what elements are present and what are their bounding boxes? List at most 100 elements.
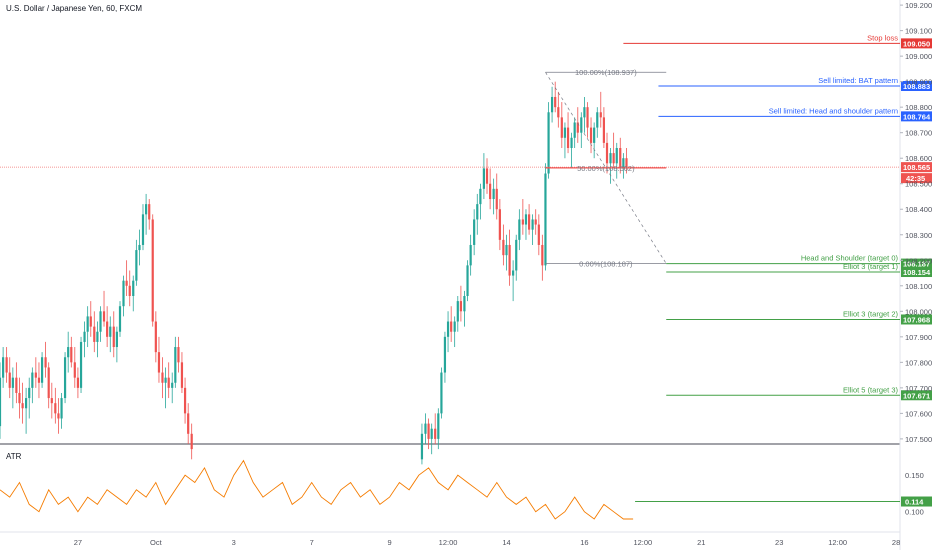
grid bbox=[0, 0, 901, 550]
x-tick-label: 7 bbox=[310, 538, 314, 547]
candle-body bbox=[453, 321, 456, 332]
level-price-label: 108.764 bbox=[903, 112, 931, 121]
x-tick-label: Oct bbox=[150, 538, 163, 547]
candle-body bbox=[547, 112, 550, 174]
x-tick-label: 23 bbox=[775, 538, 783, 547]
candle-body bbox=[112, 326, 115, 348]
candle-body bbox=[18, 392, 21, 404]
candle-body bbox=[157, 352, 161, 373]
fib-trend-line bbox=[545, 72, 667, 264]
candle-body bbox=[132, 280, 135, 296]
candle-body bbox=[440, 372, 443, 414]
candle-body bbox=[115, 331, 118, 348]
candle-body bbox=[187, 413, 190, 434]
x-tick-label: 27 bbox=[74, 538, 82, 547]
candle-body bbox=[456, 301, 459, 322]
fib-retracement: 100.00%(108.937) 50.00%(108.562) 0.00%(108… bbox=[545, 68, 667, 269]
y-tick-label: 108.600 bbox=[905, 154, 932, 163]
candle-body bbox=[63, 357, 67, 399]
candle-body bbox=[596, 112, 599, 128]
y-tick-label: 107.500 bbox=[905, 435, 932, 444]
candle-body bbox=[518, 219, 521, 240]
candle-body bbox=[495, 188, 498, 210]
candle-body bbox=[434, 428, 437, 439]
atr-line bbox=[0, 459, 634, 520]
candle-body bbox=[86, 316, 89, 332]
candle-body bbox=[466, 265, 469, 296]
candle-body bbox=[11, 377, 14, 388]
y-tick-label: 108.200 bbox=[905, 256, 932, 265]
candle-body bbox=[118, 306, 122, 332]
candle-body bbox=[615, 148, 618, 164]
candle-body bbox=[70, 347, 73, 363]
candle-body bbox=[479, 188, 482, 205]
candle-body bbox=[420, 433, 424, 460]
candle-body bbox=[128, 285, 131, 296]
x-tick-label: 12:00 bbox=[633, 538, 652, 547]
candle-body bbox=[2, 357, 5, 378]
candle-body bbox=[28, 387, 31, 399]
candle-body bbox=[622, 158, 625, 169]
candle-body bbox=[437, 413, 440, 439]
level-price-tag bbox=[901, 390, 932, 401]
candle-body bbox=[89, 316, 92, 327]
candle-body bbox=[489, 183, 492, 200]
candle-body bbox=[67, 347, 70, 358]
y-tick-label: 109.100 bbox=[905, 27, 932, 36]
candle-body bbox=[164, 377, 167, 383]
x-tick-label: 16 bbox=[580, 538, 588, 547]
y-tick-label: 108.000 bbox=[905, 307, 932, 316]
candle-body bbox=[446, 321, 450, 337]
candle-body bbox=[527, 214, 531, 230]
level-price-tag bbox=[901, 111, 932, 122]
candle-body bbox=[531, 219, 534, 230]
candle-body bbox=[109, 326, 112, 337]
candle-body bbox=[8, 372, 11, 388]
candle-body bbox=[537, 224, 540, 245]
atr-title: ATR bbox=[6, 452, 22, 461]
level-price-tag bbox=[901, 38, 932, 49]
candle-body bbox=[570, 137, 573, 148]
candle-body bbox=[502, 239, 505, 256]
candle-body bbox=[177, 347, 180, 363]
x-tick-label: 3 bbox=[232, 538, 236, 547]
y-tick-label: 108.900 bbox=[905, 78, 932, 87]
level-price-tag bbox=[901, 267, 932, 278]
candle-body bbox=[505, 244, 508, 256]
level-label: Head and Shoulder (target 0) bbox=[801, 254, 899, 263]
candle-body bbox=[469, 244, 472, 266]
candle-body bbox=[99, 311, 102, 332]
fib-level-label: 100.00%(108.937) bbox=[575, 68, 637, 77]
atr-value-tag bbox=[901, 496, 932, 507]
candle-body bbox=[521, 219, 524, 225]
level-price-label: 108.883 bbox=[903, 82, 930, 91]
candle-body bbox=[141, 214, 145, 245]
axes: 109.200109.100109.000108.900108.800108.7… bbox=[74, 1, 932, 547]
candle-body bbox=[148, 204, 151, 220]
candle-body bbox=[15, 377, 18, 393]
candle-body bbox=[93, 326, 96, 342]
level-price-label: 108.187 bbox=[903, 260, 930, 269]
y-tick-label: 108.700 bbox=[905, 129, 932, 138]
candle-body bbox=[167, 377, 170, 388]
level-label: Elliot 3 (target 2) bbox=[843, 309, 899, 318]
candle-body bbox=[34, 372, 37, 378]
fib-level-label: 50.00%(108.562) bbox=[577, 164, 635, 173]
candle-body bbox=[106, 321, 109, 337]
candle-body bbox=[563, 127, 567, 138]
level-label: Stop loss bbox=[867, 33, 898, 42]
candle-body bbox=[498, 209, 501, 240]
candle-body bbox=[602, 117, 605, 143]
candle-body bbox=[138, 244, 141, 251]
y-tick-label: 107.600 bbox=[905, 409, 932, 418]
candle-body bbox=[161, 372, 164, 383]
candle-body bbox=[122, 280, 125, 307]
level-price-label: 107.968 bbox=[903, 315, 930, 324]
candle-body bbox=[534, 219, 537, 225]
candle-body bbox=[190, 433, 193, 450]
candle-body bbox=[135, 250, 138, 281]
candle-body bbox=[96, 331, 99, 342]
level-price-tag bbox=[901, 258, 932, 269]
atr-value-label: 0.114 bbox=[905, 498, 924, 507]
